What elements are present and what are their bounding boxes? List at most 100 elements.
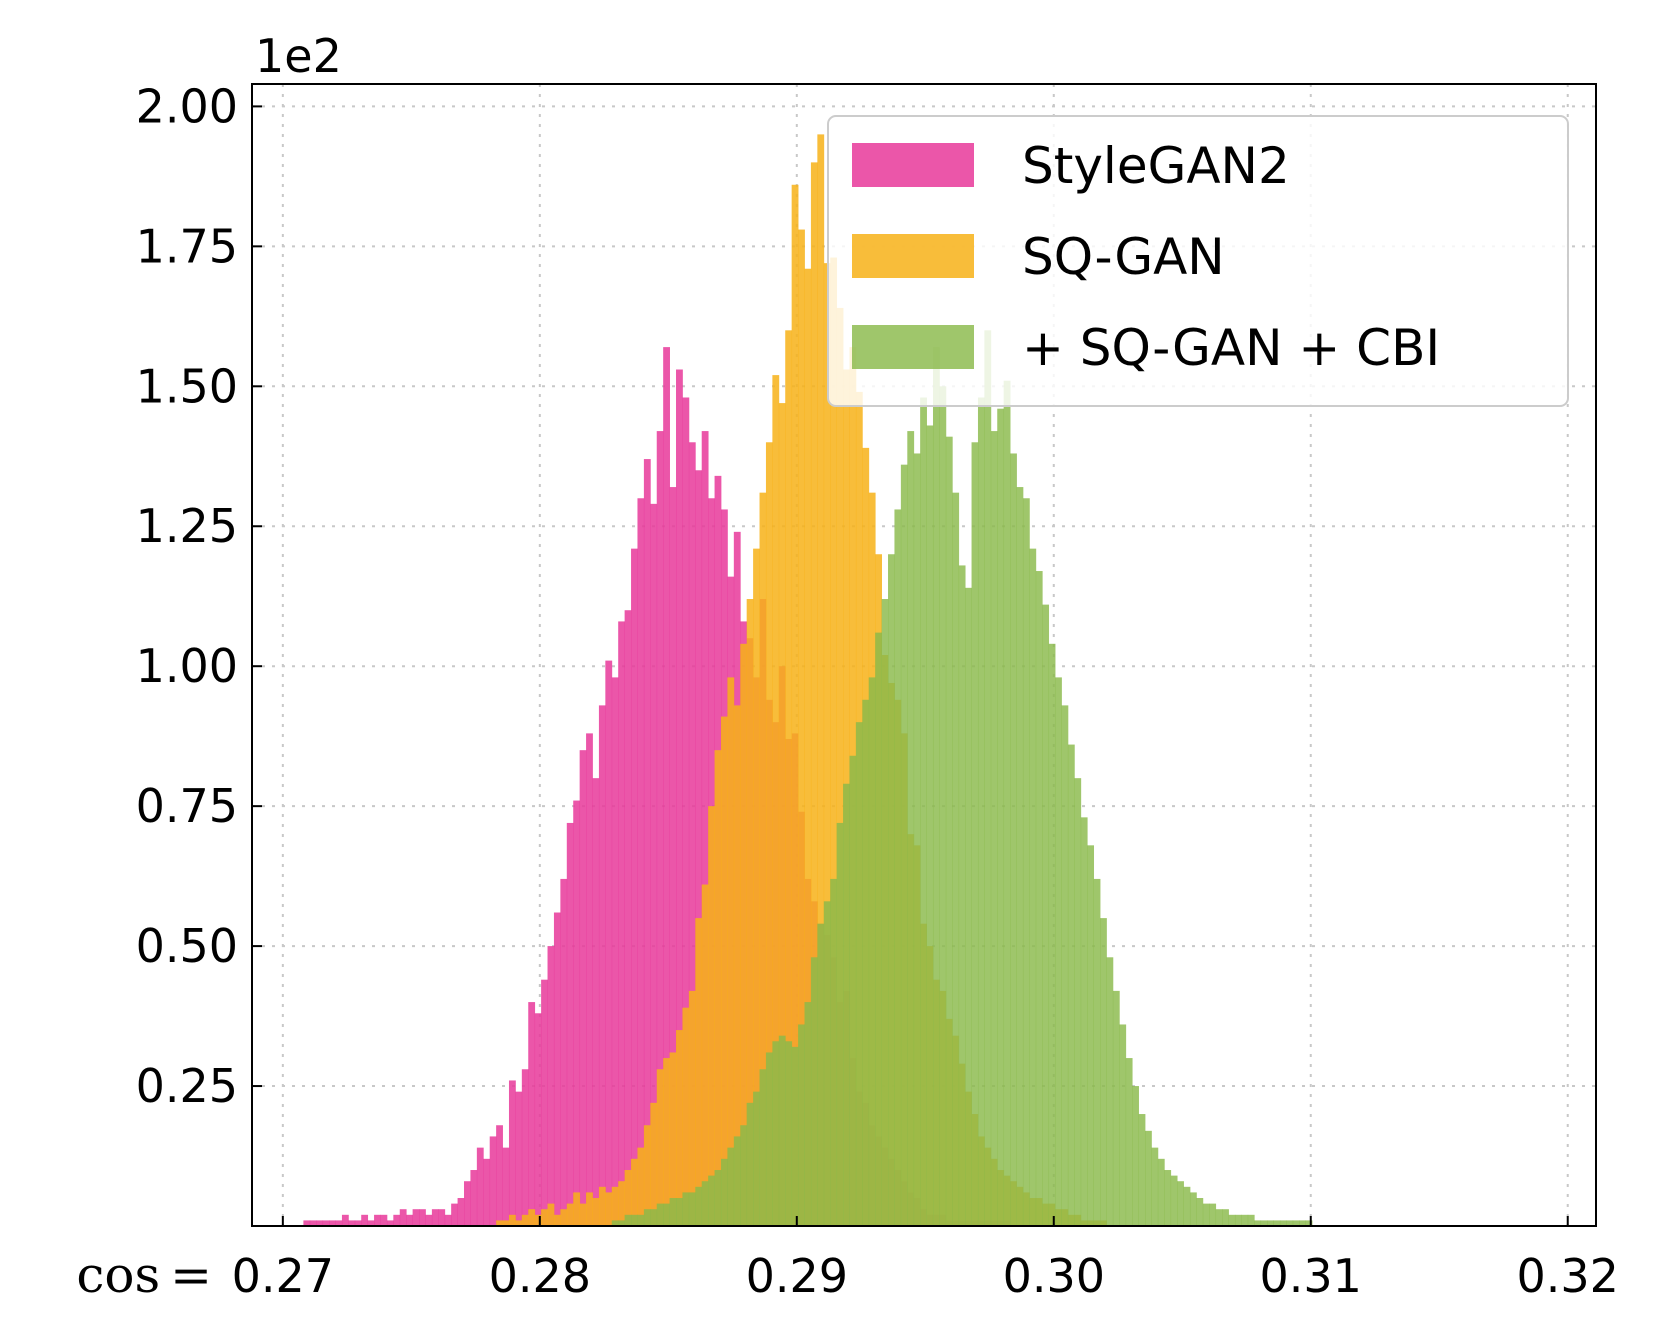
histogram-bar — [798, 229, 805, 1227]
histogram-bar — [656, 1069, 664, 1226]
histogram-bar — [611, 677, 619, 1226]
histogram-bar — [1286, 1220, 1294, 1226]
legend-swatch — [852, 143, 974, 187]
histogram-bar — [791, 1046, 799, 1226]
histogram-bar — [1055, 677, 1062, 1226]
legend-swatch — [852, 234, 974, 278]
histogram-bar — [753, 548, 760, 1226]
histogram-bar — [1228, 1214, 1236, 1226]
histogram-bar — [695, 470, 703, 1226]
histogram-bar — [508, 1214, 516, 1226]
x-tick-label: 0.27 — [232, 1249, 334, 1303]
histogram-bar — [971, 442, 979, 1226]
histogram-bar — [598, 705, 606, 1226]
histogram-bar — [746, 1102, 754, 1226]
histogram-bar — [521, 1214, 529, 1226]
histogram-bar — [579, 1203, 587, 1226]
histogram-bar — [701, 884, 709, 1226]
histogram-bar — [1022, 498, 1030, 1227]
histogram-bar — [1254, 1220, 1262, 1226]
histogram-bar — [676, 1198, 683, 1226]
histogram-bar — [1215, 1209, 1223, 1226]
x-axis-prefix: cos = — [76, 1246, 212, 1304]
histogram-bar — [412, 1209, 420, 1226]
histogram-bar — [560, 1209, 568, 1226]
histogram-bar — [1234, 1214, 1242, 1226]
histogram-bar — [515, 1220, 523, 1226]
histogram-bar — [920, 397, 927, 1226]
histogram-bar — [393, 1214, 401, 1226]
histogram-bar — [817, 134, 825, 1227]
histogram-bar — [1151, 1147, 1159, 1226]
histogram-bar — [695, 1186, 703, 1226]
histogram-bar — [573, 800, 581, 1226]
histogram-bar — [496, 1220, 503, 1226]
histogram-bar — [624, 610, 632, 1226]
histogram-bar — [425, 1214, 433, 1226]
histogram-bar — [374, 1214, 381, 1226]
plot-frame — [251, 83, 1597, 1227]
histogram-bar — [984, 330, 992, 1226]
histogram-bar — [598, 1186, 606, 1226]
histogram-bar — [1132, 1086, 1139, 1226]
legend-swatch — [852, 325, 974, 369]
histogram-bar — [791, 184, 799, 1227]
histogram-bar — [605, 660, 613, 1226]
histogram-bar — [419, 1209, 426, 1226]
histogram-bar — [1209, 1203, 1217, 1226]
histogram-bar — [528, 1002, 536, 1226]
histogram-bar — [586, 733, 593, 1226]
histogram-bar — [714, 1170, 722, 1226]
histogram-bar — [688, 442, 696, 1226]
histogram-bar — [785, 1041, 793, 1226]
histogram-bar — [708, 806, 715, 1226]
x-tick-label: 0.30 — [1003, 1249, 1105, 1303]
histogram-bar — [605, 1192, 613, 1226]
histogram-bar — [663, 1203, 670, 1226]
histogram-bar — [354, 1220, 362, 1226]
histogram-bar — [1273, 1220, 1281, 1226]
histogram-bar — [1125, 1058, 1133, 1226]
histogram-bar — [547, 1203, 555, 1226]
histogram-bar — [990, 431, 998, 1226]
legend: StyleGAN2 SQ-GAN + SQ-GAN + CBI — [827, 115, 1569, 407]
histogram-bar — [740, 1125, 748, 1226]
histogram-bar — [444, 1214, 452, 1226]
histogram-bar — [335, 1220, 343, 1226]
histogram-bar — [534, 1013, 542, 1226]
histogram-bar — [1087, 845, 1095, 1226]
histogram-bar — [579, 750, 587, 1226]
histogram-bar — [1299, 1220, 1307, 1226]
histogram-bar — [592, 778, 600, 1226]
histogram-bar — [1222, 1209, 1229, 1226]
axis-ticks: 0.27 0.28 0.29 0.30 0.31 0.32 0.25 0.50 0.75 1.00… — [136, 79, 1619, 1303]
histogram-bar — [733, 705, 741, 1226]
histogram-bar — [836, 822, 844, 1226]
histogram-bar — [778, 403, 786, 1226]
x-tick-label: 0.28 — [489, 1249, 591, 1303]
histogram-bar — [566, 1203, 574, 1226]
histogram-bar — [823, 901, 831, 1226]
histogram-bar — [348, 1220, 356, 1226]
histogram-bar — [900, 464, 908, 1227]
histogram-bar — [508, 1080, 516, 1226]
histogram-bar — [1267, 1220, 1274, 1226]
histogram-bar — [380, 1214, 388, 1226]
histogram-bar — [586, 1192, 593, 1226]
histogram-bar — [303, 1220, 311, 1226]
histogram-bar — [656, 1203, 664, 1226]
histogram-bar — [843, 783, 850, 1226]
histogram-bar — [643, 459, 651, 1227]
histogram-bar — [341, 1214, 349, 1226]
histogram-bar — [367, 1220, 375, 1226]
histogram-bar — [631, 1214, 638, 1226]
histogram-bar — [753, 1091, 760, 1226]
histogram-bar — [669, 1052, 677, 1226]
histogram-bar — [875, 632, 882, 1226]
histogram-bar — [1189, 1192, 1197, 1226]
histogram-bar — [676, 369, 683, 1226]
histogram-bar — [1138, 1114, 1146, 1226]
legend-label: SQ-GAN — [1022, 228, 1225, 286]
histogram-bar — [631, 548, 638, 1226]
